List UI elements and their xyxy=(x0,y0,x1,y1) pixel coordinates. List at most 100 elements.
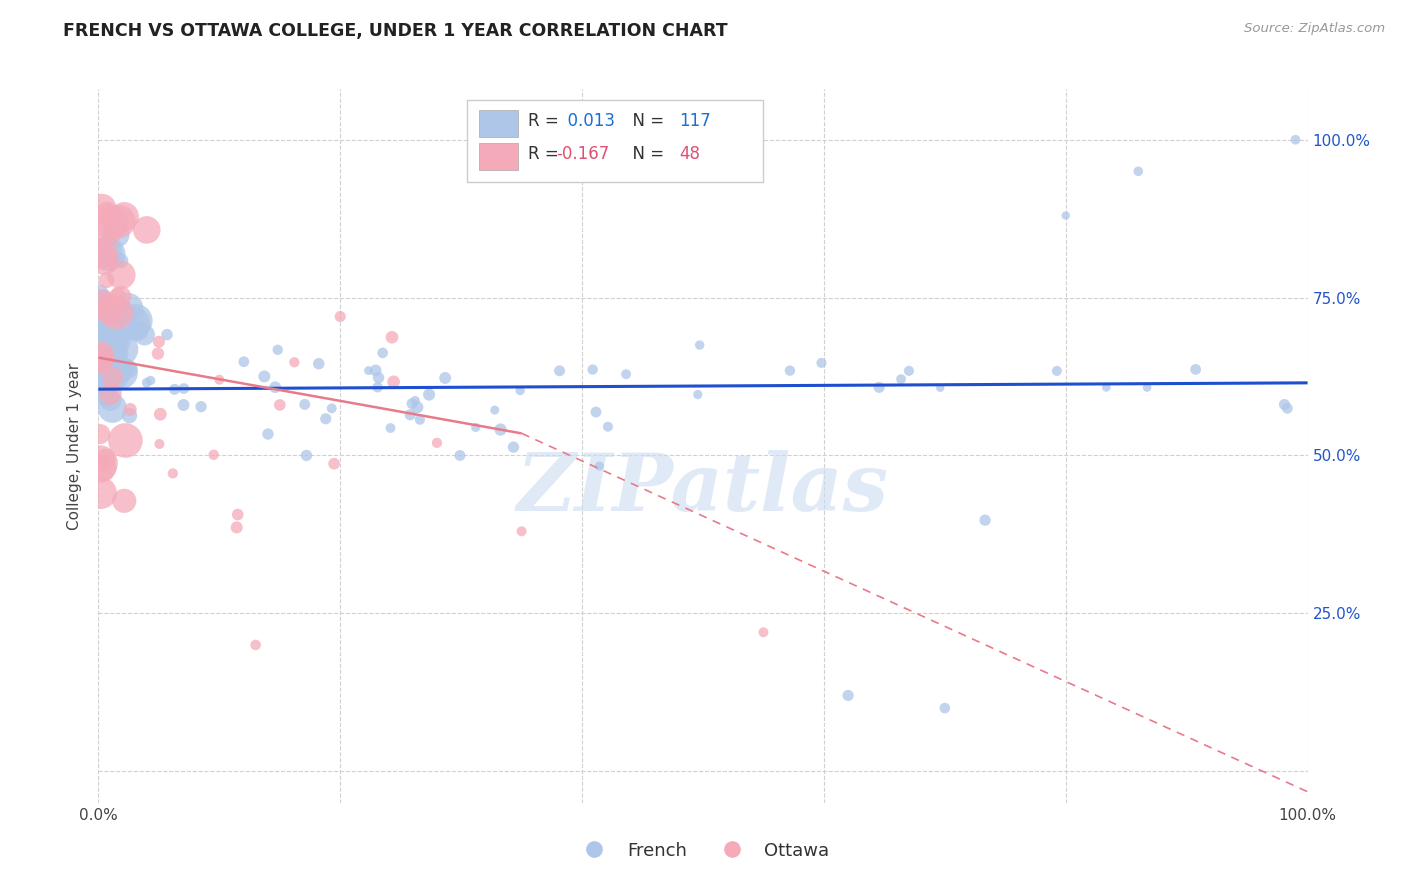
Point xyxy=(97,349,120,363)
Point xyxy=(89,322,111,336)
Point xyxy=(135,223,157,237)
Point xyxy=(367,370,389,384)
Point xyxy=(104,333,127,347)
Point xyxy=(90,339,112,353)
Point xyxy=(89,285,111,300)
Point xyxy=(149,407,172,421)
Point xyxy=(163,382,186,396)
Point xyxy=(257,427,280,442)
Point xyxy=(125,313,148,327)
Point xyxy=(357,364,380,378)
Point xyxy=(146,346,169,360)
Point xyxy=(226,508,249,522)
Point xyxy=(101,401,124,416)
Point xyxy=(1277,401,1299,416)
Point xyxy=(118,409,141,423)
Point xyxy=(89,457,111,471)
Point xyxy=(686,387,709,401)
Point xyxy=(111,366,134,380)
Point xyxy=(401,396,423,410)
Text: ZIPatlas: ZIPatlas xyxy=(517,450,889,527)
Point xyxy=(399,408,422,422)
Point xyxy=(308,357,330,371)
Text: N =: N = xyxy=(621,112,669,130)
Point xyxy=(1184,362,1206,376)
Point xyxy=(283,355,305,369)
Point xyxy=(108,362,131,376)
Point xyxy=(91,343,114,358)
Point xyxy=(96,356,118,370)
Point xyxy=(367,380,389,394)
Point xyxy=(1046,364,1069,378)
Point xyxy=(253,369,276,384)
Point xyxy=(371,346,394,360)
Point xyxy=(225,520,247,534)
Point xyxy=(89,331,111,345)
Point xyxy=(162,467,184,481)
Point xyxy=(837,689,859,703)
Text: R =: R = xyxy=(527,112,564,130)
Point xyxy=(89,301,111,316)
Point xyxy=(105,306,128,320)
Point xyxy=(202,448,225,462)
Point xyxy=(91,387,114,401)
Point xyxy=(269,398,291,412)
Point xyxy=(315,411,337,425)
Point xyxy=(548,364,571,378)
Point xyxy=(97,389,120,403)
Point xyxy=(232,355,254,369)
Point xyxy=(1095,380,1118,394)
Point xyxy=(588,458,610,473)
Point xyxy=(94,325,117,339)
Point xyxy=(509,384,531,398)
Point xyxy=(267,343,290,357)
Point xyxy=(94,313,117,327)
Point xyxy=(101,306,124,320)
Text: Source: ZipAtlas.com: Source: ZipAtlas.com xyxy=(1244,22,1385,36)
Point xyxy=(110,289,132,303)
Point xyxy=(489,423,512,437)
Legend: French, Ottawa: French, Ottawa xyxy=(569,835,837,867)
Point xyxy=(90,202,112,216)
Point xyxy=(127,324,149,338)
Point xyxy=(321,401,343,416)
Point xyxy=(1136,380,1159,394)
Text: R =: R = xyxy=(527,145,564,163)
Point xyxy=(104,351,127,365)
Point xyxy=(295,449,318,463)
Point xyxy=(484,403,506,417)
Point xyxy=(98,302,121,317)
Point xyxy=(100,334,122,349)
Point xyxy=(93,223,115,237)
FancyBboxPatch shape xyxy=(479,143,517,169)
Point xyxy=(110,268,132,282)
Point xyxy=(101,305,124,319)
Point xyxy=(364,363,387,377)
Point xyxy=(139,374,162,388)
Point xyxy=(329,310,352,324)
Point xyxy=(173,398,195,412)
Point xyxy=(97,247,120,261)
Point xyxy=(107,288,129,302)
Point xyxy=(406,401,429,415)
Point xyxy=(585,405,607,419)
Point xyxy=(1054,209,1077,223)
Text: 48: 48 xyxy=(679,145,700,163)
Point xyxy=(96,244,118,259)
Point xyxy=(105,333,128,347)
Point xyxy=(779,363,801,377)
Point xyxy=(100,346,122,360)
Text: -0.167: -0.167 xyxy=(557,145,610,163)
Point xyxy=(502,440,524,454)
Point xyxy=(89,376,111,391)
Point xyxy=(510,524,533,539)
Point xyxy=(94,371,117,385)
Point xyxy=(614,367,637,381)
Point xyxy=(110,359,132,373)
Point xyxy=(208,373,231,387)
Point xyxy=(426,435,449,450)
Point xyxy=(897,364,920,378)
Point xyxy=(89,348,111,362)
Point xyxy=(89,349,111,363)
Point xyxy=(90,367,112,381)
